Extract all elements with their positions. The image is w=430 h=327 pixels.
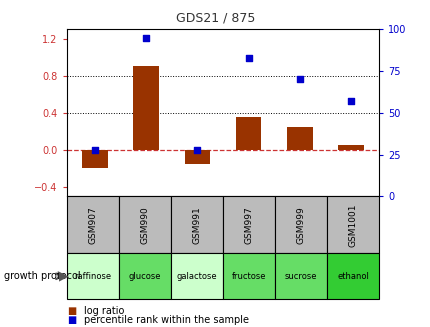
Text: GSM1001: GSM1001	[348, 203, 357, 247]
Text: GSM997: GSM997	[244, 206, 253, 244]
Text: fructose: fructose	[231, 272, 266, 281]
Bar	[326, 196, 378, 253]
Bar	[171, 196, 223, 253]
Bar	[223, 253, 274, 299]
Text: growth protocol: growth protocol	[4, 271, 81, 281]
Point	[296, 77, 303, 82]
Text: raffinose: raffinose	[74, 272, 111, 281]
Bar	[326, 253, 378, 299]
Point	[91, 147, 98, 152]
Text: GSM999: GSM999	[296, 206, 305, 244]
Point	[245, 55, 252, 60]
Bar	[223, 196, 274, 253]
Bar	[119, 253, 171, 299]
Point	[347, 98, 354, 104]
Text: percentile rank within the sample: percentile rank within the sample	[84, 316, 249, 325]
Bar	[67, 196, 119, 253]
Bar	[119, 196, 171, 253]
Text: ■: ■	[67, 306, 76, 316]
Point	[194, 147, 200, 152]
Bar	[274, 196, 326, 253]
Text: GSM907: GSM907	[88, 206, 97, 244]
Text: ▶: ▶	[59, 270, 68, 283]
Bar	[184, 150, 210, 164]
Text: ■: ■	[67, 316, 76, 325]
Text: GSM991: GSM991	[192, 206, 201, 244]
Text: GSM990: GSM990	[140, 206, 149, 244]
Bar	[171, 253, 223, 299]
Text: galactose: galactose	[176, 272, 217, 281]
Bar	[274, 253, 326, 299]
Text: ethanol: ethanol	[337, 272, 369, 281]
Bar	[235, 117, 261, 150]
Bar	[133, 66, 159, 150]
Bar	[82, 150, 108, 168]
Bar	[286, 127, 312, 150]
Bar	[338, 145, 363, 150]
Text: sucrose: sucrose	[284, 272, 316, 281]
Bar	[67, 253, 119, 299]
Text: log ratio: log ratio	[84, 306, 124, 316]
Text: GDS21 / 875: GDS21 / 875	[175, 11, 255, 25]
Point	[142, 35, 149, 41]
Text: glucose: glucose	[129, 272, 161, 281]
